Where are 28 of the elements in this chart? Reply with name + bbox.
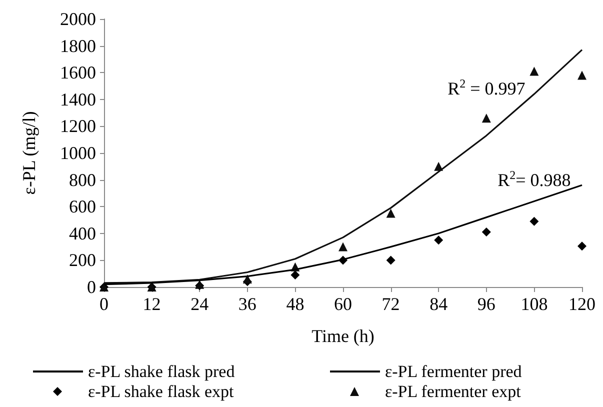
y-tick-label: 400 (69, 223, 96, 244)
legend-label: ε-PL shake flask pred (88, 362, 236, 381)
y-tick-label: 1800 (60, 36, 96, 56)
y-tick-label: 1200 (60, 116, 96, 136)
x-axis-title: Time (h) (312, 326, 374, 346)
y-tick-label: 200 (69, 250, 96, 270)
x-tick-label: 60 (334, 294, 352, 314)
x-tick-label: 96 (477, 294, 496, 314)
y-tick-label: 0 (87, 277, 96, 297)
x-tick-label: 12 (142, 294, 161, 314)
x-tick-label: 84 (430, 294, 448, 314)
legend-label: ε-PL fermenter expt (385, 382, 522, 401)
y-tick-label: 1600 (60, 62, 96, 83)
x-tick-label: 0 (100, 294, 108, 314)
legend-label: ε-PL shake flask expt (88, 382, 234, 401)
x-tick-label: 24 (190, 294, 209, 314)
y-tick-label: 600 (69, 196, 96, 217)
x-tick-label: 36 (238, 294, 256, 314)
y-tick-label: 1400 (60, 89, 96, 110)
x-tick-label: 48 (286, 294, 304, 314)
legend-label: ε-PL fermenter pred (385, 362, 522, 381)
y-axis-title: ε-PL (mg/l) (19, 111, 39, 195)
x-tick-label: 72 (382, 294, 400, 314)
x-tick-label: 108 (520, 294, 548, 314)
y-tick-label: 2000 (60, 9, 96, 29)
y-tick-label: 800 (69, 170, 96, 190)
y-tick-label: 1000 (60, 143, 96, 163)
x-tick-label: 120 (568, 294, 596, 314)
